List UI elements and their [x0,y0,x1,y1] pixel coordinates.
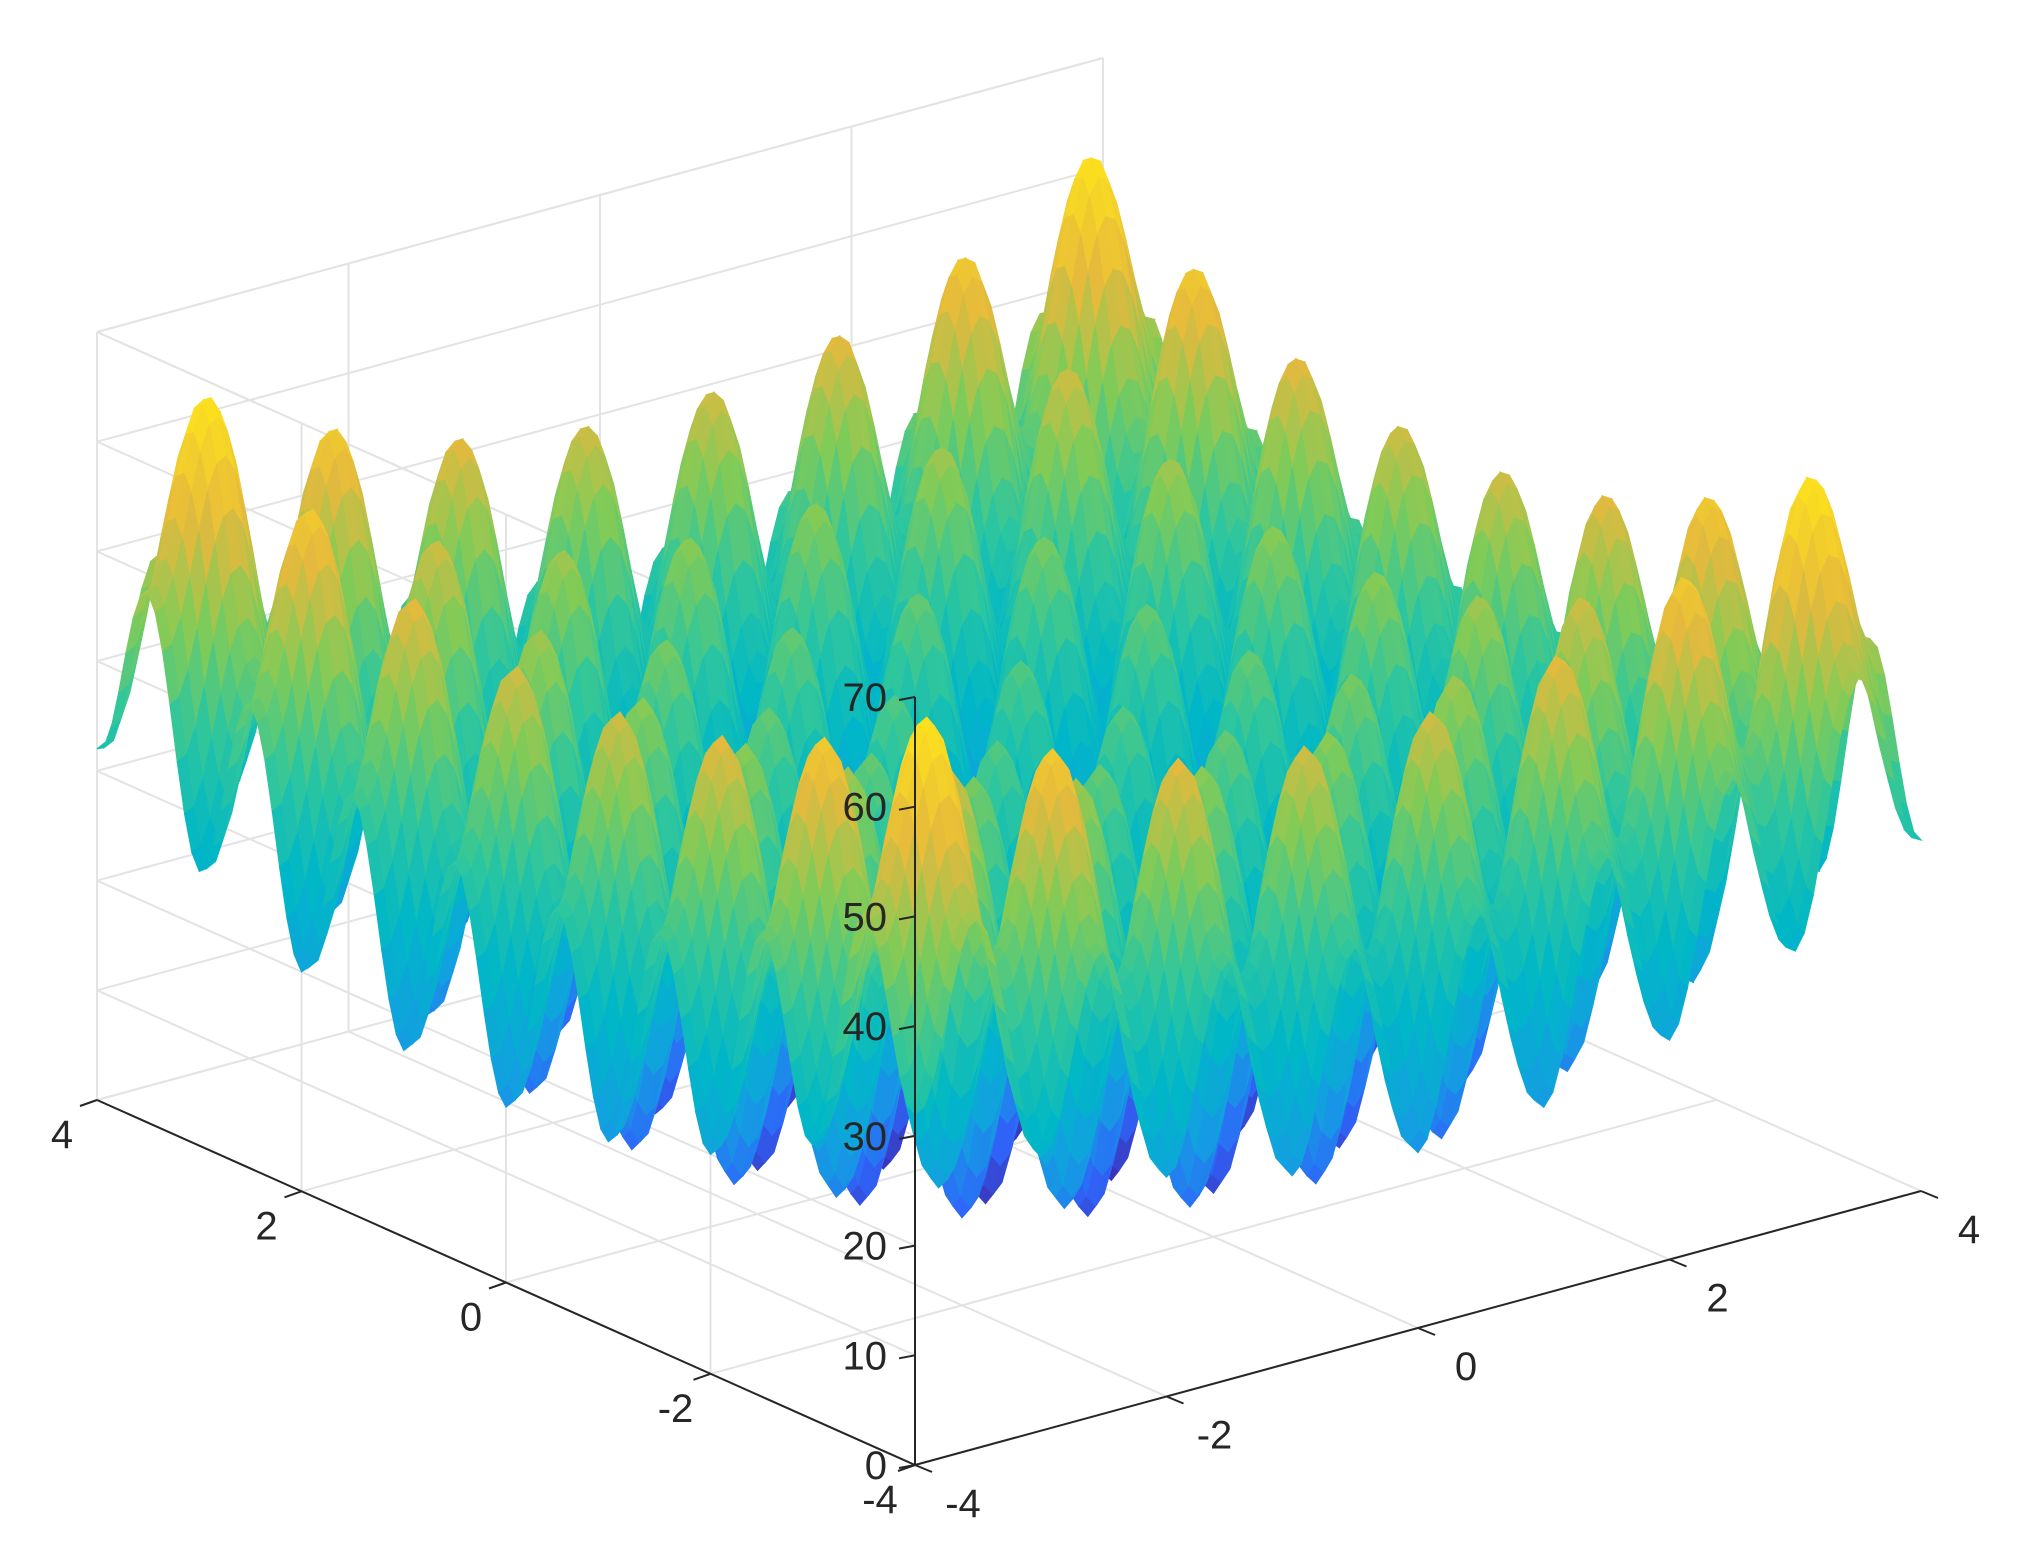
pane-edge [96,57,1104,333]
side-wall-gridline-z [96,989,916,1357]
surface-plot [96,156,1923,1219]
floor-gridline-y [710,1098,1717,1375]
back-wall-gridline-z [96,276,1104,553]
back-wall-gridline-z [96,166,1104,443]
